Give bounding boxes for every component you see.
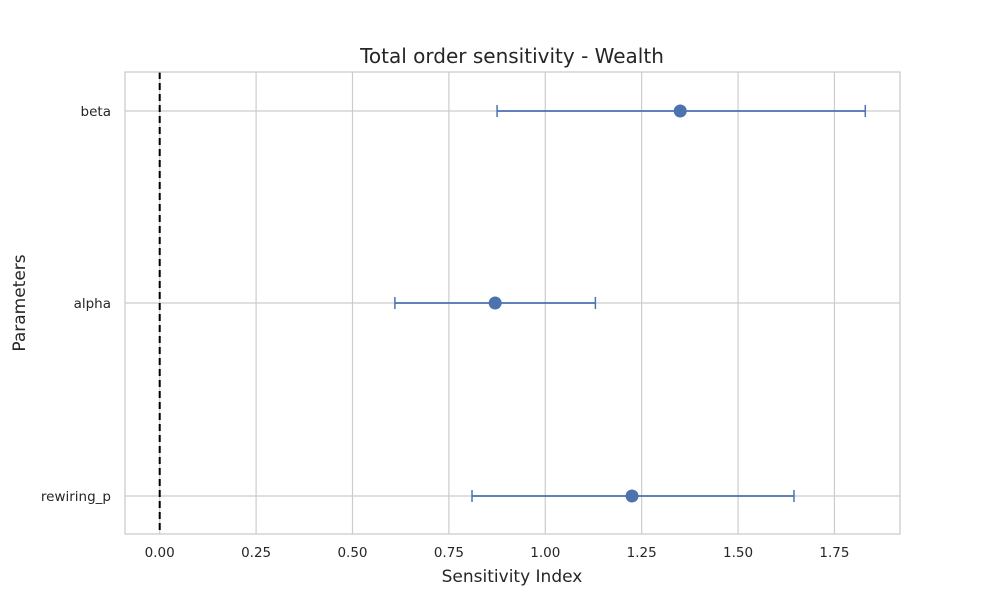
y-axis-label: Parameters <box>10 254 30 351</box>
x-tick-labels: 0.00 0.25 0.50 0.75 1.00 1.25 1.50 1.75 <box>145 545 850 561</box>
x-tick-label: 0.25 <box>241 545 271 561</box>
data-points <box>488 104 687 503</box>
x-tick-label: 0.50 <box>337 545 367 561</box>
data-point-rewiring_p <box>625 489 639 503</box>
chart-title: Total order sensitivity - Wealth <box>359 44 664 68</box>
x-tick-label: 0.00 <box>145 545 175 561</box>
y-tick-label: alpha <box>74 296 111 312</box>
data-point-alpha <box>488 296 502 310</box>
y-tick-label: rewiring_p <box>41 489 111 505</box>
data-point-beta <box>673 104 687 118</box>
y-tick-label: beta <box>81 104 111 120</box>
x-tick-label: 1.75 <box>819 545 849 561</box>
x-axis-label: Sensitivity Index <box>442 567 583 587</box>
x-tick-label: 1.25 <box>627 545 657 561</box>
plot-frame <box>124 71 901 535</box>
x-tick-label: 1.00 <box>530 545 560 561</box>
x-tick-label: 1.50 <box>723 545 753 561</box>
y-tick-labels: beta alpha rewiring_p <box>41 104 111 505</box>
x-tick-label: 0.75 <box>434 545 464 561</box>
